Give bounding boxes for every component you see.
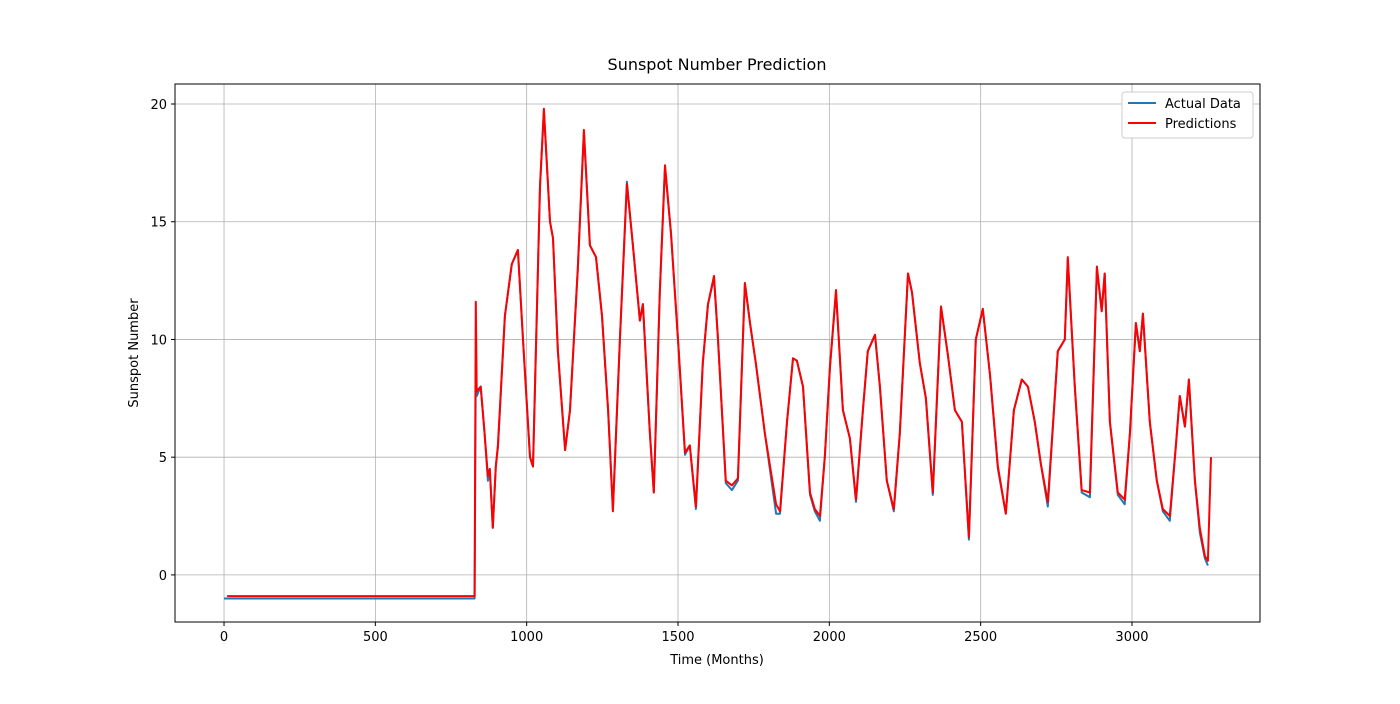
x-tick-label: 1500 bbox=[661, 630, 694, 645]
x-axis-label: Time (Months) bbox=[669, 653, 764, 668]
plot-frame bbox=[174, 83, 1261, 623]
x-tick-label: 2000 bbox=[813, 630, 846, 645]
y-tick-label: 20 bbox=[150, 98, 167, 113]
x-tick-label: 500 bbox=[363, 630, 388, 645]
x-tick-label: 2500 bbox=[964, 630, 997, 645]
y-tick-label: 5 bbox=[159, 451, 167, 466]
x-tick-label: 1000 bbox=[510, 630, 543, 645]
y-axis-label: Sunspot Number bbox=[127, 298, 142, 408]
series-line bbox=[227, 107, 1212, 598]
y-tick-label: 10 bbox=[150, 333, 167, 348]
legend-label: Predictions bbox=[1165, 117, 1237, 132]
legend-label: Actual Data bbox=[1165, 97, 1241, 112]
chart-title: Sunspot Number Prediction bbox=[608, 55, 827, 74]
y-tick-label: 0 bbox=[159, 569, 167, 584]
y-tick-label: 15 bbox=[150, 216, 167, 231]
series-line bbox=[224, 110, 1209, 600]
x-tick-label: 0 bbox=[220, 630, 228, 645]
x-tick-label: 3000 bbox=[1115, 630, 1148, 645]
